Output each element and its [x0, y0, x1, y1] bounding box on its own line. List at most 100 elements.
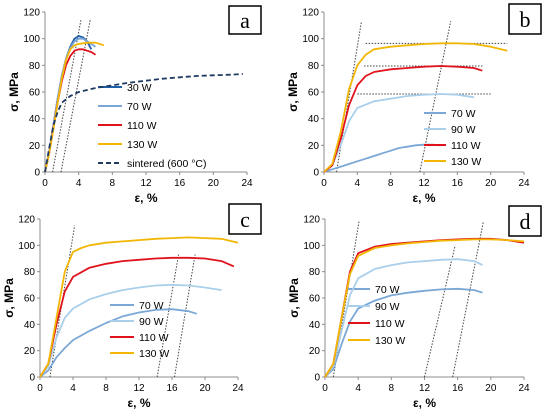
- y-tick-label: 40: [24, 320, 36, 331]
- y-tick-label: 80: [309, 267, 321, 278]
- legend-label: 110 W: [139, 332, 169, 344]
- y-axis-label: σ, MPa: [7, 72, 21, 112]
- y-tick-label: 100: [23, 34, 40, 45]
- x-tick-label: 12: [133, 383, 145, 394]
- legend-label: 30 W: [127, 82, 152, 94]
- offset-guide-line: [452, 221, 484, 378]
- legend-label: 130 W: [127, 139, 157, 151]
- x-tick-label: 12: [418, 178, 430, 189]
- panel-b: 0 4 8 12 16 20 24 0 20 40 60 80 100 120 ε, % σ, MPa 70 W…: [286, 3, 542, 206]
- x-tick-label: 0: [321, 178, 327, 189]
- panel-b-plot: 0 4 8 12 16 20 24 0 20 40 60 80 100 120 ε, % σ, MPa 70 W…: [286, 8, 530, 206]
- x-tick-label: 20: [485, 178, 497, 189]
- x-tick-label: 24: [232, 383, 244, 394]
- y-tick-label: 120: [303, 215, 320, 226]
- series-line-90W: [39, 283, 222, 378]
- offset-guide-line: [332, 221, 360, 378]
- x-tick-label: 24: [518, 178, 530, 189]
- y-tick-label: 40: [29, 114, 41, 125]
- series-line-110W: [44, 48, 96, 173]
- y-tick-label: 60: [24, 294, 36, 305]
- y-tick-label: 20: [24, 346, 36, 357]
- series-line-130W: [323, 42, 508, 173]
- series-line-130W: [44, 41, 105, 173]
- panel-a-plot: 0 4 8 12 16 20 24 0 20 40 60 80 100 120 ε, % σ, MPa 30 W…: [7, 8, 253, 206]
- offset-guide-line: [173, 254, 196, 378]
- x-axis-label: ε, %: [412, 191, 435, 205]
- x-tick-label: 12: [140, 178, 152, 189]
- y-tick-label: 60: [29, 88, 41, 99]
- panel-d-plot: 0 4 8 12 16 20 24 0 20 40 60 80 100 120 ε, % σ, MPa 70 W…: [287, 215, 530, 411]
- panel-c-label: c: [240, 207, 250, 232]
- x-tick-label: 20: [208, 178, 220, 189]
- y-tick-label: 120: [23, 8, 40, 19]
- y-tick-label: 0: [314, 373, 320, 384]
- series-line-110W: [39, 256, 235, 378]
- y-tick-label: 40: [309, 320, 321, 331]
- y-tick-label: 20: [309, 346, 321, 357]
- panel-a: 0 4 8 12 16 20 24 0 20 40 60 80 100 120 ε, % σ, MPa 30 W…: [7, 5, 262, 206]
- series-line-110W: [323, 65, 483, 173]
- series-line-sintered: [44, 73, 243, 173]
- x-tick-label: 24: [241, 178, 253, 189]
- y-tick-label: 80: [24, 267, 36, 278]
- y-tick-label: 60: [309, 294, 321, 305]
- x-tick-label: 20: [485, 383, 497, 394]
- legend-label: 110 W: [127, 120, 157, 132]
- y-tick-label: 20: [29, 141, 41, 152]
- x-tick-label: 0: [322, 383, 328, 394]
- legend-label: 130 W: [451, 156, 481, 168]
- offset-guide-line: [60, 18, 91, 173]
- series-line-90W: [324, 258, 483, 378]
- x-tick-label: 0: [42, 178, 48, 189]
- panel-d: 0 4 8 12 16 20 24 0 20 40 60 80 100 120 ε, % σ, MPa 70 W…: [287, 205, 542, 411]
- x-tick-label: 8: [103, 383, 109, 394]
- y-tick-label: 0: [29, 373, 35, 384]
- y-tick-label: 120: [302, 8, 319, 19]
- x-tick-label: 16: [174, 178, 186, 189]
- legend-label: 90 W: [451, 124, 476, 136]
- y-tick-label: 40: [308, 114, 320, 125]
- x-tick-label: 4: [355, 383, 361, 394]
- x-axis-label: ε, %: [127, 396, 150, 410]
- legend-label: 90 W: [139, 316, 164, 328]
- y-tick-label: 20: [308, 141, 320, 152]
- legend-label: sintered (600 °C): [127, 158, 206, 170]
- panel-d-label: d: [520, 209, 531, 234]
- y-tick-label: 100: [18, 241, 35, 252]
- panel-c-label-box: [228, 203, 262, 235]
- series-line-110W: [324, 237, 525, 378]
- panel-d-label-box: [508, 205, 542, 237]
- x-tick-label: 0: [37, 383, 43, 394]
- series-line-130W: [324, 238, 525, 378]
- legend-label: 130 W: [375, 335, 405, 347]
- offset-guide-line: [52, 18, 82, 173]
- x-tick-label: 16: [452, 178, 464, 189]
- y-tick-label: 0: [313, 168, 319, 179]
- y-tick-label: 80: [308, 61, 320, 72]
- y-tick-label: 60: [308, 88, 320, 99]
- x-tick-label: 8: [389, 383, 395, 394]
- x-axis-label: ε, %: [134, 191, 157, 205]
- y-tick-label: 100: [303, 241, 320, 252]
- offset-guide-line: [336, 21, 362, 173]
- series-line-70W: [39, 308, 198, 378]
- x-tick-label: 16: [166, 383, 178, 394]
- y-tick-label: 120: [18, 215, 35, 226]
- x-tick-label: 4: [76, 178, 82, 189]
- panel-b-label-box: [508, 3, 542, 35]
- panel-b-label: b: [520, 7, 531, 32]
- y-axis-label: σ, MPa: [286, 72, 300, 112]
- series-line-70W: [44, 37, 96, 173]
- x-axis-label: ε, %: [413, 396, 436, 410]
- x-tick-label: 8: [110, 178, 116, 189]
- legend-label: 70 W: [139, 300, 164, 312]
- series-line-90W: [323, 93, 475, 173]
- panel-a-label-box: [228, 5, 262, 35]
- x-tick-label: 20: [199, 383, 211, 394]
- legend-label: 70 W: [451, 108, 476, 120]
- x-tick-label: 4: [355, 178, 361, 189]
- x-tick-label: 16: [452, 383, 464, 394]
- panel-c-plot: 0 4 8 12 16 20 24 0 20 40 60 80 100 120 ε, % σ, MPa 70 W…: [2, 215, 244, 411]
- y-tick-label: 0: [34, 168, 40, 179]
